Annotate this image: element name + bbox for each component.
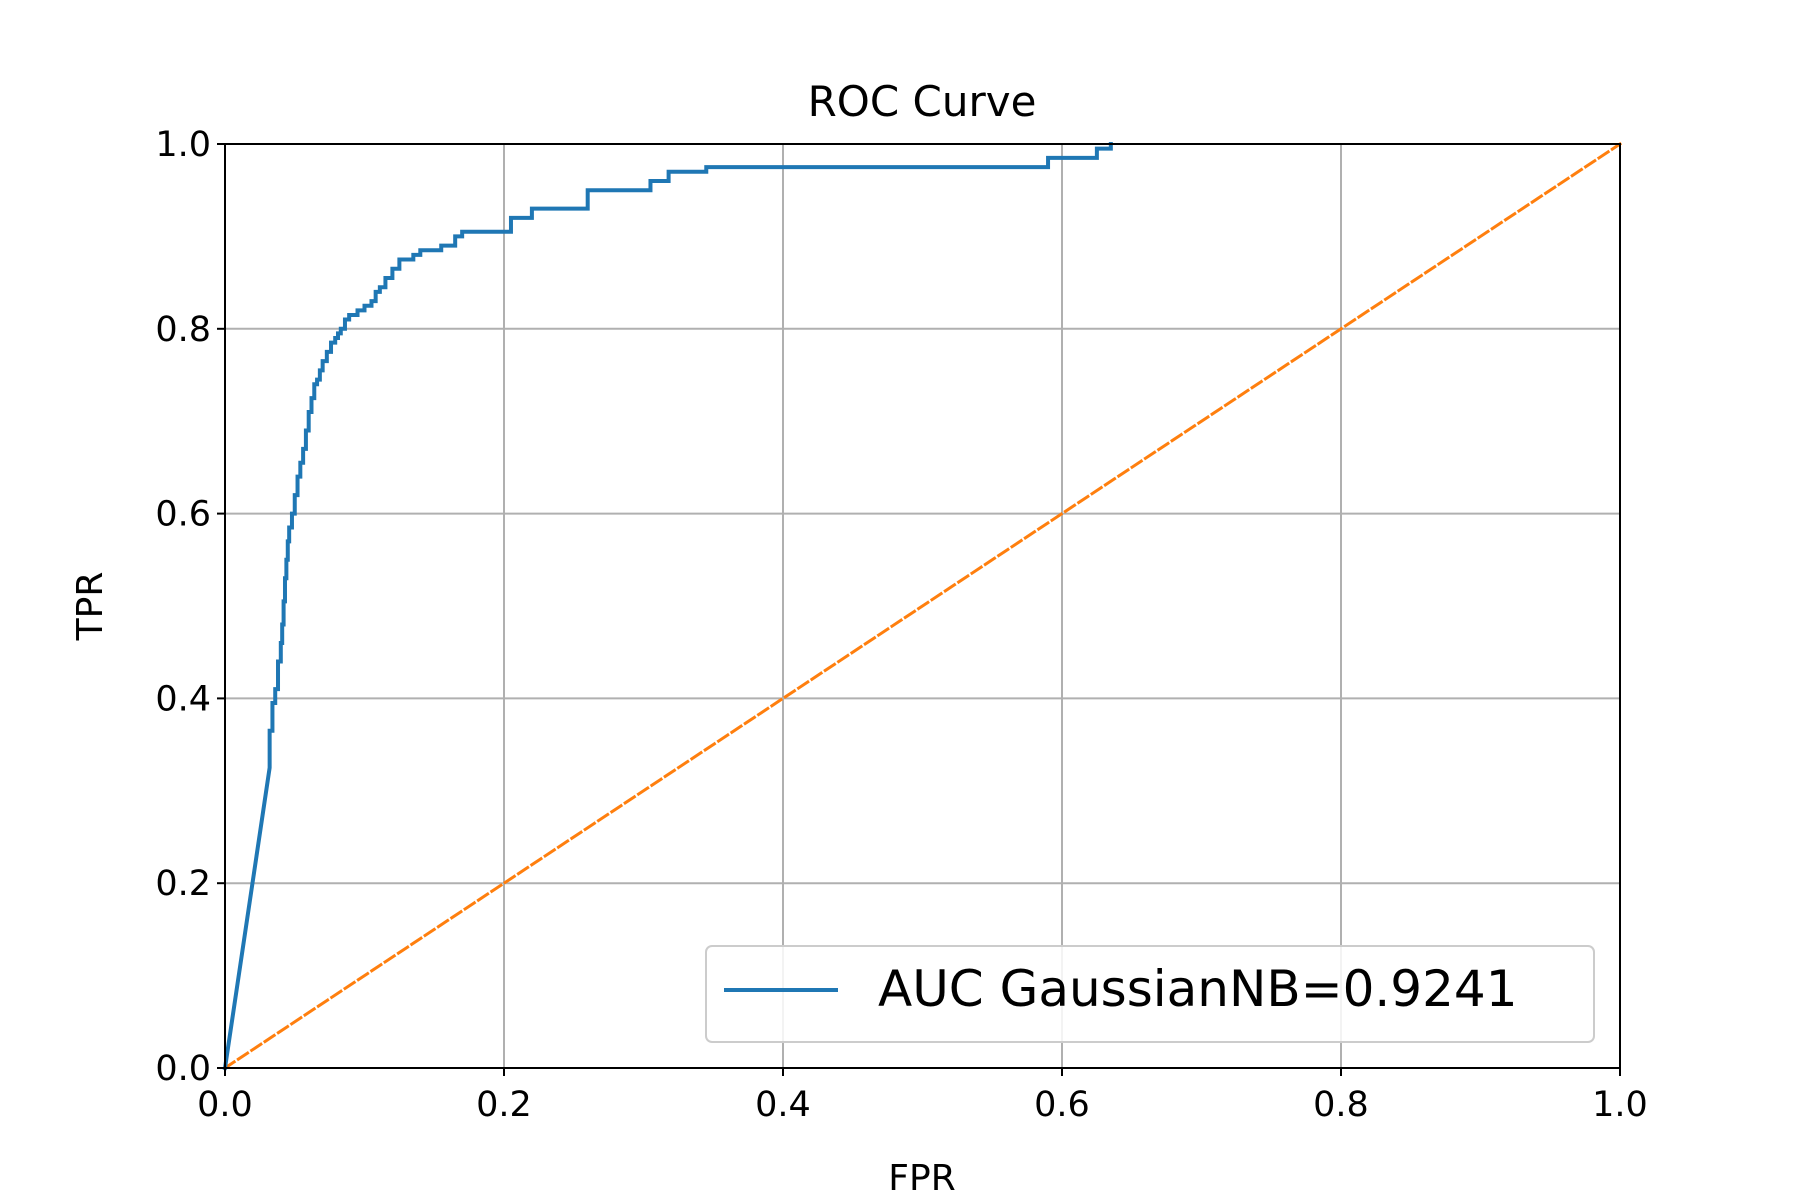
y-axis-label: TPR [70, 572, 111, 642]
y-tick-label: 0.8 [155, 310, 211, 350]
legend-box [705, 945, 1595, 1043]
legend: AUC GaussianNB=0.9241 [705, 945, 1595, 1043]
y-tick-label: 0.6 [155, 495, 211, 535]
y-tick-label: 1.0 [155, 125, 211, 165]
x-tick-label: 1.0 [1592, 1085, 1648, 1125]
roc-curve-line [222, 142, 1113, 1071]
x-tick-label: 0.6 [1034, 1085, 1090, 1125]
x-tick-label: 0.8 [1313, 1085, 1369, 1125]
y-tick-label: 0.4 [155, 679, 211, 719]
x-tick-label: 0.0 [197, 1085, 253, 1125]
diagonal-reference-line [222, 141, 1623, 1071]
legend-label: AUC GaussianNB=0.9241 [878, 960, 1518, 1018]
x-axis-label: FPR [888, 1158, 955, 1199]
chart-title: ROC Curve [808, 77, 1037, 126]
y-tick-label: 0.0 [155, 1049, 211, 1089]
y-tick-label: 0.2 [155, 864, 211, 904]
series-layer [222, 141, 1623, 1071]
tick-layer: 0.0 0.2 0.4 0.6 0.8 1.0 0.0 0.2 0.4 0.6 0.8 1.0 [155, 125, 1648, 1125]
x-tick-label: 0.2 [476, 1085, 532, 1125]
x-tick-label: 0.4 [755, 1085, 811, 1125]
plot-frame [224, 143, 1621, 1069]
